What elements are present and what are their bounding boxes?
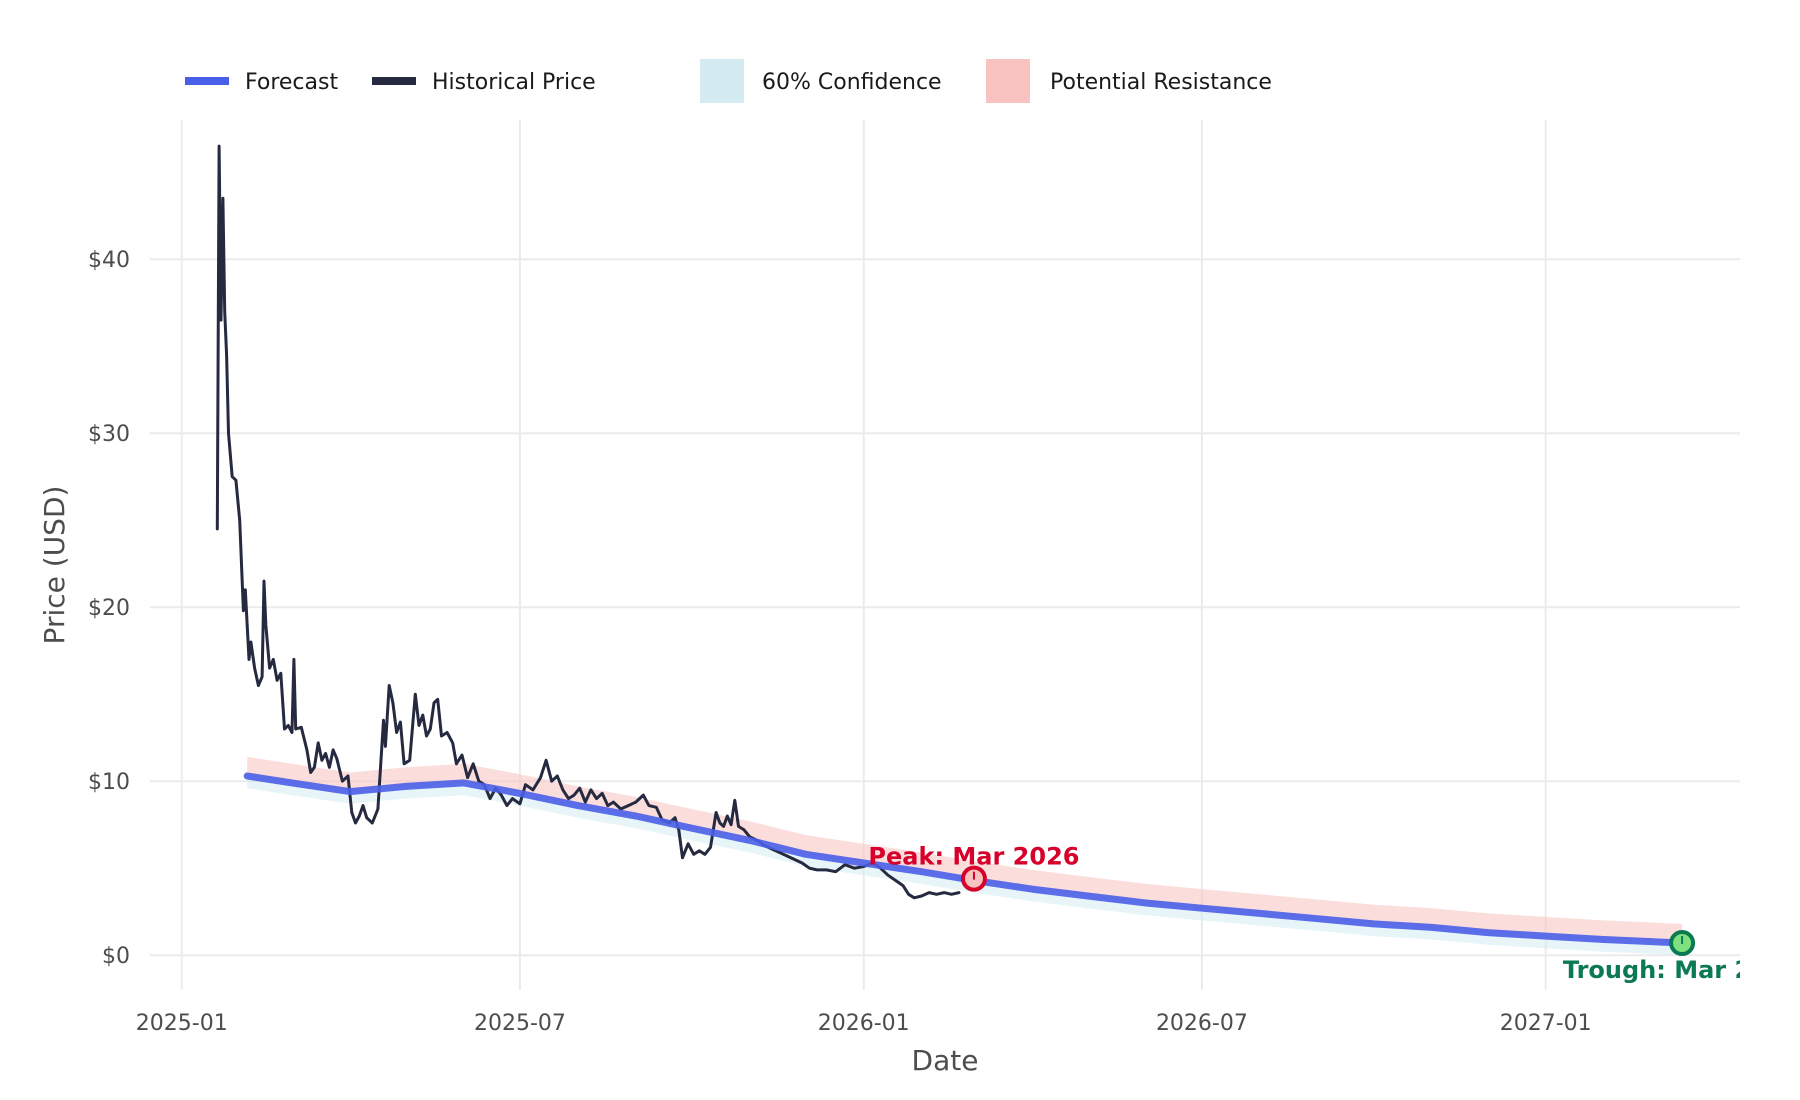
x-tick-label: 2027-01 bbox=[1500, 1011, 1592, 1036]
y-tick-label: $0 bbox=[102, 944, 130, 969]
annotation-label: Peak: Mar 2026 bbox=[868, 843, 1079, 871]
y-tick-label: $40 bbox=[88, 248, 130, 273]
legend-swatch-forecast bbox=[185, 77, 229, 85]
series-lines bbox=[215, 144, 1686, 947]
x-tick-label: 2025-01 bbox=[136, 1011, 228, 1036]
legend-label: 60% Confidence bbox=[762, 70, 942, 95]
band-60-confidence bbox=[247, 776, 1683, 956]
annotations: Peak: Mar 2026 Trough: Mar 2027 bbox=[868, 843, 1800, 984]
legend-swatch-historical-price bbox=[372, 77, 416, 85]
x-axis-ticks: 2025-01 2025-07 2026-01 2026-07 2027-01 bbox=[136, 1011, 1592, 1036]
legend-label: Forecast bbox=[245, 70, 338, 95]
annotation-label: Trough: Mar 2027 bbox=[1563, 956, 1800, 984]
x-tick-label: 2026-01 bbox=[818, 1011, 910, 1036]
y-axis-title: Price (USD) bbox=[38, 486, 71, 645]
y-axis-ticks: $0 $10 $20 $30 $40 bbox=[88, 248, 130, 969]
legend-swatch-potential-resistance bbox=[986, 59, 1030, 103]
y-tick-label: $30 bbox=[88, 422, 130, 447]
x-tick-label: 2026-07 bbox=[1156, 1011, 1248, 1036]
legend-label: Potential Resistance bbox=[1050, 70, 1272, 95]
x-tick-label: 2025-07 bbox=[474, 1011, 566, 1036]
legend-swatch-60-confidence bbox=[700, 59, 744, 103]
forecast-line bbox=[243, 772, 1686, 947]
x-axis-title: Date bbox=[912, 1044, 979, 1077]
legend: Forecast Historical Price 60% Confidence Po… bbox=[185, 59, 1272, 103]
y-tick-label: $20 bbox=[88, 596, 130, 621]
y-tick-label: $10 bbox=[88, 770, 130, 795]
legend-label: Historical Price bbox=[432, 70, 596, 95]
